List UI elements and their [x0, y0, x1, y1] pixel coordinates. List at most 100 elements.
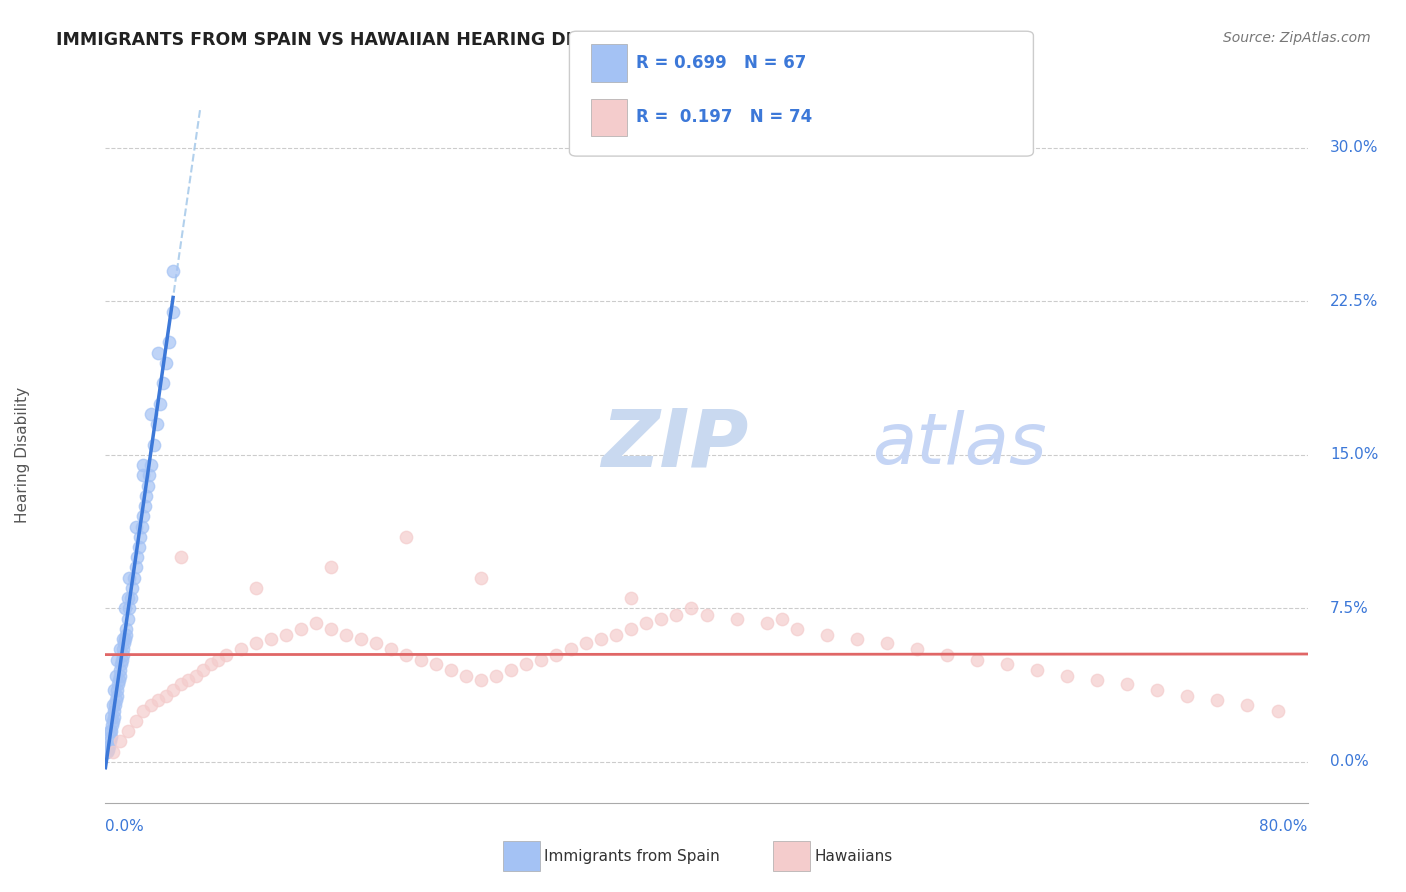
Point — [395, 648, 418, 663]
Point — [100, 731, 122, 745]
Point — [118, 601, 141, 615]
Point — [128, 540, 150, 554]
Point — [214, 648, 236, 663]
Text: Source: ZipAtlas.com: Source: ZipAtlas.com — [1223, 31, 1371, 45]
Point — [107, 683, 129, 698]
Point — [114, 601, 136, 615]
Point — [100, 710, 122, 724]
Point — [108, 673, 131, 687]
Point — [152, 376, 174, 391]
Point — [605, 628, 627, 642]
Point — [815, 628, 838, 642]
Point — [200, 657, 222, 671]
Point — [425, 657, 447, 671]
Point — [620, 622, 643, 636]
Point — [124, 560, 146, 574]
Point — [100, 724, 122, 739]
Point — [110, 734, 132, 748]
Point — [229, 642, 252, 657]
Point — [177, 673, 200, 687]
Point — [135, 489, 157, 503]
Point — [98, 724, 121, 739]
Point — [440, 663, 463, 677]
Point — [995, 657, 1018, 671]
Text: 30.0%: 30.0% — [1330, 140, 1379, 155]
Point — [260, 632, 283, 646]
Point — [111, 648, 134, 663]
Point — [191, 663, 214, 677]
Point — [107, 652, 129, 666]
Point — [409, 652, 432, 666]
Point — [117, 724, 139, 739]
Point — [122, 571, 145, 585]
Point — [107, 677, 129, 691]
Point — [876, 636, 898, 650]
Point — [121, 581, 143, 595]
Point — [104, 669, 127, 683]
Point — [319, 560, 342, 574]
Point — [139, 458, 162, 472]
Point — [1116, 677, 1139, 691]
Point — [162, 264, 184, 278]
Text: 15.0%: 15.0% — [1330, 448, 1378, 462]
Text: 22.5%: 22.5% — [1330, 294, 1378, 309]
Point — [207, 652, 229, 666]
Point — [118, 571, 141, 585]
Text: 7.5%: 7.5% — [1330, 601, 1369, 615]
Point — [125, 550, 148, 565]
Point — [117, 612, 139, 626]
Point — [132, 458, 155, 472]
Point — [124, 519, 146, 533]
Text: Immigrants from Spain: Immigrants from Spain — [544, 849, 720, 863]
Point — [110, 642, 132, 657]
Point — [132, 509, 155, 524]
Point — [319, 622, 342, 636]
Point — [103, 704, 125, 718]
Point — [650, 612, 672, 626]
Point — [620, 591, 643, 606]
Text: atlas: atlas — [872, 410, 1046, 479]
Point — [905, 642, 928, 657]
Point — [1206, 693, 1229, 707]
Point — [114, 628, 136, 642]
Point — [470, 571, 492, 585]
Point — [169, 677, 191, 691]
Point — [103, 710, 125, 724]
Point — [335, 628, 357, 642]
Point — [1146, 683, 1168, 698]
Text: R = 0.699   N = 67: R = 0.699 N = 67 — [636, 54, 806, 71]
Point — [936, 648, 959, 663]
Point — [681, 601, 703, 615]
Point — [129, 530, 152, 544]
Point — [290, 622, 312, 636]
Point — [98, 739, 121, 753]
Point — [132, 468, 155, 483]
Point — [145, 417, 167, 432]
Point — [120, 591, 142, 606]
Point — [96, 745, 118, 759]
Point — [364, 636, 387, 650]
Point — [184, 669, 207, 683]
Point — [274, 628, 297, 642]
Point — [305, 615, 328, 630]
Point — [380, 642, 402, 657]
Point — [1175, 690, 1198, 704]
Point — [245, 636, 267, 650]
Point — [162, 683, 184, 698]
Point — [101, 718, 124, 732]
Point — [155, 690, 177, 704]
Point — [966, 652, 988, 666]
Point — [110, 663, 132, 677]
Point — [470, 673, 492, 687]
Point — [456, 669, 478, 683]
Point — [1236, 698, 1258, 712]
Point — [111, 652, 134, 666]
Point — [515, 657, 537, 671]
Text: R =  0.197   N = 74: R = 0.197 N = 74 — [636, 108, 811, 127]
Point — [112, 642, 135, 657]
Point — [786, 622, 808, 636]
Point — [112, 632, 135, 646]
Point — [139, 407, 162, 421]
Text: Hearing Disability: Hearing Disability — [15, 387, 31, 523]
Text: 0.0%: 0.0% — [1330, 755, 1369, 770]
